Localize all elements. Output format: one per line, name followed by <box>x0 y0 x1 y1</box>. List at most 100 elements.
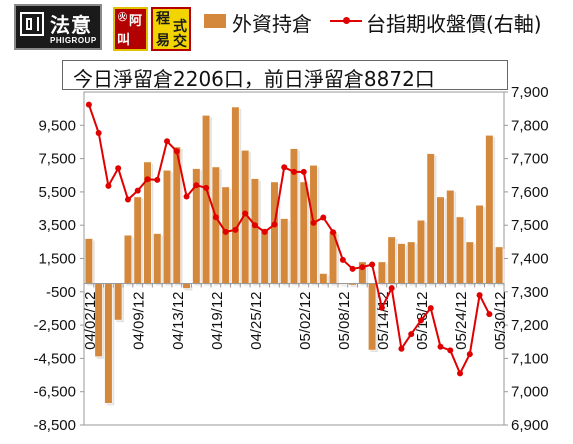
x-axis-date-label: 05/24/12 <box>453 291 470 349</box>
left-axis-tick-label: 9,500 <box>38 117 76 134</box>
bar <box>426 153 435 284</box>
price-line-marker <box>183 193 190 200</box>
bar <box>114 283 123 321</box>
bar <box>153 233 162 284</box>
bar <box>495 246 504 284</box>
bar <box>123 234 133 284</box>
right-axis-tick-label: 7,500 <box>511 217 549 234</box>
left-axis-tick-label: 5,500 <box>38 184 76 201</box>
program-trading-logo-mark: ㊋ <box>118 13 128 23</box>
bar <box>475 204 484 284</box>
right-axis-tick-label: 7,800 <box>511 117 549 134</box>
program-trading-logo-red-panel: ㊋ 阿 叫 <box>113 7 148 51</box>
x-axis-date-label: 05/30/12 <box>492 291 509 349</box>
left-axis-tick-label: -6,500 <box>33 384 76 401</box>
bar <box>250 178 260 284</box>
price-line-marker <box>105 182 112 189</box>
price-line-marker <box>369 261 376 268</box>
price-line-marker <box>261 228 268 235</box>
x-axis-date-label: 04/02/12 <box>82 291 99 349</box>
price-line-marker <box>437 343 444 350</box>
x-axis-date-label: 04/25/12 <box>248 291 265 349</box>
price-line-marker <box>85 101 92 108</box>
left-axis-tick-label: -4,500 <box>33 350 76 367</box>
price-line-marker <box>232 226 239 233</box>
price-line-marker <box>330 229 337 236</box>
x-axis-date-label: 05/08/12 <box>336 291 353 349</box>
price-line-marker <box>144 176 151 183</box>
price-line-marker <box>417 317 424 324</box>
price-line-marker <box>251 222 258 229</box>
price-line-marker <box>124 196 131 203</box>
right-axis-tick-label: 6,900 <box>511 417 549 434</box>
bar <box>377 261 387 284</box>
program-trading-logo-yellow-panel: 程 式 交 易 <box>151 7 191 51</box>
left-axis-tick-label: -2,500 <box>33 317 76 334</box>
price-line-marker <box>300 168 307 175</box>
price-line-marker <box>427 305 434 312</box>
phigroup-logo: 法意 PHIGROUP <box>14 4 102 50</box>
bar <box>260 228 269 284</box>
phigroup-logo-name: 法意 <box>50 13 92 37</box>
legend-bars-label: 外資持倉 <box>232 12 312 36</box>
program-trading-logo-char: 程 <box>156 11 170 27</box>
right-axis-tick-label: 7,900 <box>511 84 549 101</box>
right-axis-tick-label: 7,400 <box>511 251 549 268</box>
left-axis-tick-label: 7,500 <box>38 151 76 168</box>
x-axis-date-label: 04/13/12 <box>170 291 187 349</box>
bar <box>289 148 299 284</box>
price-line-marker <box>457 370 464 377</box>
price-line-marker <box>134 187 141 194</box>
right-axis-tick-label: 7,700 <box>511 151 549 168</box>
legend-bars-swatch <box>204 14 226 28</box>
price-line-marker <box>212 214 219 221</box>
price-line-marker <box>476 292 483 299</box>
x-axis-date-label: 04/09/12 <box>131 291 148 349</box>
price-line-marker <box>388 285 395 292</box>
bar <box>299 181 308 284</box>
legend-line-label: 台指期收盤價(右軸) <box>366 12 542 36</box>
price-line-marker <box>466 351 473 358</box>
price-line-marker <box>408 331 415 338</box>
left-axis-tick-label: -8,500 <box>33 417 76 434</box>
price-line-marker <box>486 311 493 318</box>
x-axis-date-label: 05/14/12 <box>375 291 392 349</box>
bar <box>455 216 465 284</box>
x-axis-date-label: 04/19/12 <box>209 291 226 349</box>
bar <box>407 241 416 284</box>
bar-shadow <box>341 285 349 287</box>
bar <box>211 166 220 284</box>
bar <box>397 243 406 284</box>
price-line-marker <box>398 345 405 352</box>
program-trading-logo-char: 易 <box>156 33 170 49</box>
bar <box>201 115 211 284</box>
bar <box>416 219 426 284</box>
bar <box>270 181 279 284</box>
program-trading-logo-char: 交 <box>173 34 187 50</box>
x-axis-date-label: 05/02/12 <box>297 291 314 349</box>
program-trading-logo-char: 式 <box>173 19 187 35</box>
right-axis-tick-label: 7,200 <box>511 317 549 334</box>
price-line-marker <box>378 304 385 311</box>
price-line-marker <box>154 176 161 183</box>
program-trading-logo-char: 阿 <box>129 14 143 29</box>
price-line-marker <box>349 265 356 272</box>
bar <box>104 283 113 404</box>
price-line-marker <box>320 214 327 221</box>
right-axis-tick-label: 7,000 <box>511 384 549 401</box>
program-trading-logo: ㊋ 阿 叫 程 式 交 易 <box>110 4 192 52</box>
bar <box>182 283 191 289</box>
open-interest-headline: 今日淨留倉2206口，前日淨留倉8872口 <box>62 60 508 90</box>
bar <box>319 273 328 284</box>
phigroup-emblem-icon <box>20 12 44 36</box>
price-line-marker <box>310 219 317 226</box>
price-line-marker <box>115 165 122 172</box>
price-line-marker <box>193 182 200 189</box>
price-line-marker <box>222 228 229 235</box>
left-axis-tick-label: 1,500 <box>38 251 76 268</box>
price-line-marker <box>242 210 249 217</box>
right-axis-tick-label: 7,600 <box>511 184 549 201</box>
price-line-marker <box>271 221 278 228</box>
phigroup-logo-sub: PHIGROUP <box>50 36 97 45</box>
